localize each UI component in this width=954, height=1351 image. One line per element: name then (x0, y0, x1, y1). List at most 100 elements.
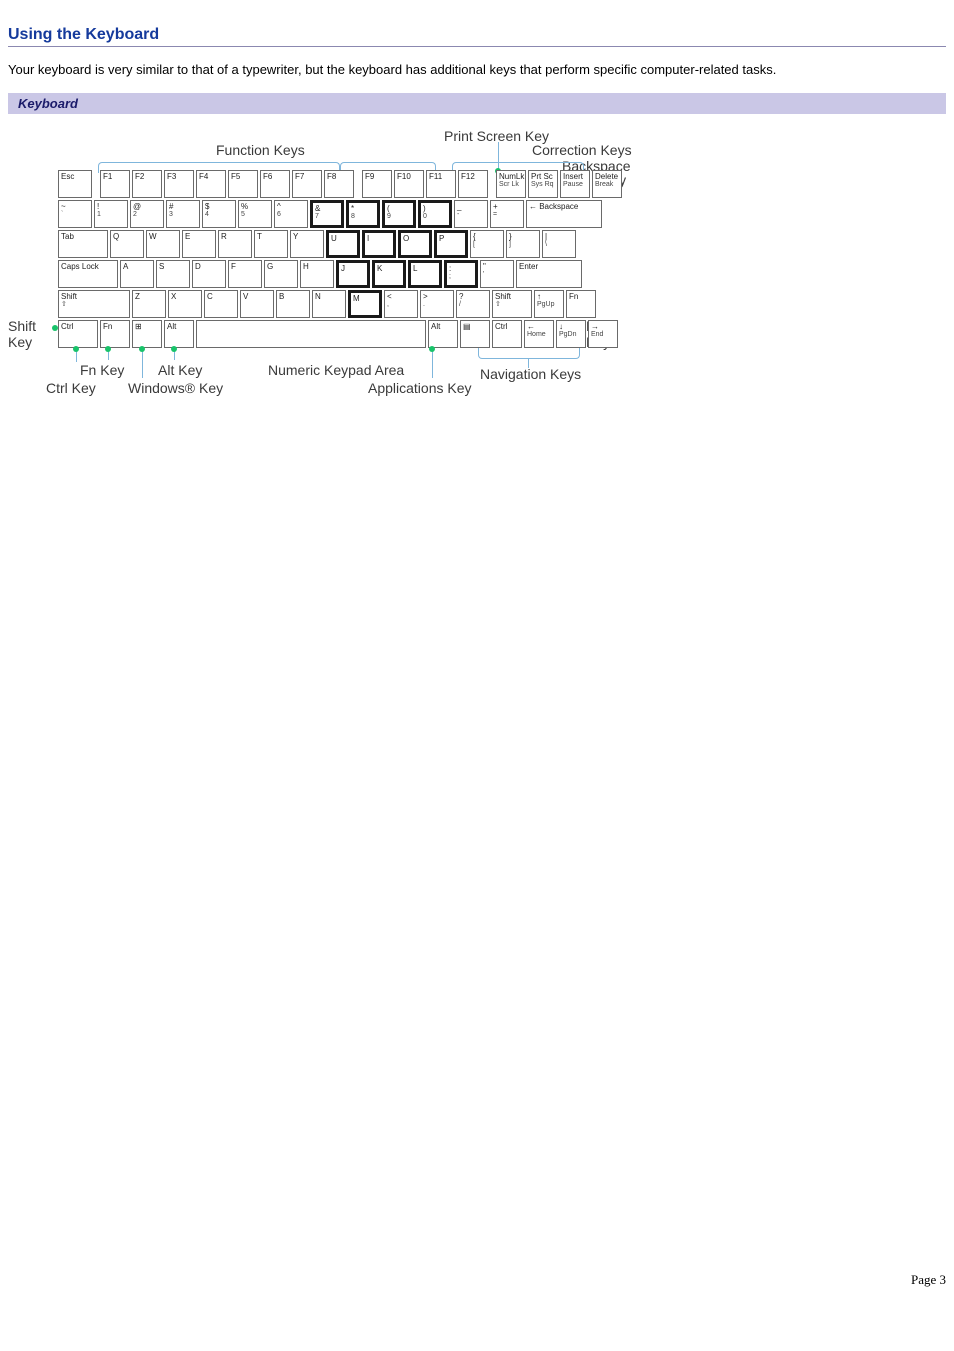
key-quote: "' (480, 260, 514, 288)
key-e: E (182, 230, 216, 258)
key-a: A (120, 260, 154, 288)
key-row-3: Caps Lock A S D F G H J K L :; "' Enter (58, 260, 668, 288)
key-fn-l: Fn (100, 320, 130, 348)
label-navigation-keys: Navigation Keys (480, 366, 581, 382)
key-b: B (276, 290, 310, 318)
key-k: K (372, 260, 406, 288)
applications-icon: ▤ (463, 323, 471, 331)
key-f3: F3 (164, 170, 194, 198)
key-shift-l: Shift⇧ (58, 290, 130, 318)
line-win (142, 348, 143, 378)
key-up: ↑PgUp (534, 290, 564, 318)
page-title: Using the Keyboard (8, 26, 946, 44)
key-f1: F1 (100, 170, 130, 198)
key-minus: _- (454, 200, 488, 228)
key-6: ^6 (274, 200, 308, 228)
key-shift-r: Shift⇧ (492, 290, 532, 318)
label-shift: Shift (8, 318, 36, 334)
label-correction-keys: Correction Keys (532, 142, 632, 158)
key-space (196, 320, 426, 348)
key-j: J (336, 260, 370, 288)
key-row-1: ~` !1 @2 #3 $4 %5 ^6 &7 *8 (9 )0 _- += ←… (58, 200, 668, 228)
key-d: D (192, 260, 226, 288)
key-8: *8 (346, 200, 380, 228)
key-f8: F8 (324, 170, 354, 198)
title-rule (8, 46, 946, 47)
keyboard-diagram: Function Keys Print Screen Key Correctio… (8, 128, 668, 412)
key-bracket-l: {[ (470, 230, 504, 258)
key-right: →End (588, 320, 618, 348)
dot-fn (105, 346, 111, 352)
page-number: Page 3 (8, 1272, 946, 1288)
key-o: O (398, 230, 432, 258)
key-u: U (326, 230, 360, 258)
line-apps (432, 348, 433, 378)
bottom-labels: Fn Key Alt Key Ctrl Key Windows® Key Num… (8, 352, 668, 412)
key-x: X (168, 290, 202, 318)
key-q: Q (110, 230, 144, 258)
key-tab: Tab (58, 230, 108, 258)
key-alt-l: Alt (164, 320, 194, 348)
dot-apps (429, 346, 435, 352)
label-shift-key-word: Key (8, 334, 32, 350)
key-row-4: Shift⇧ Z X C V B N M <, >. ?/ Shift⇧ ↑Pg… (58, 290, 668, 318)
key-2: @2 (130, 200, 164, 228)
key-bracket-r: }] (506, 230, 540, 258)
key-1: !1 (94, 200, 128, 228)
key-prtsc: Prt ScSys Rq (528, 170, 558, 198)
key-5: %5 (238, 200, 272, 228)
label-alt-key: Alt Key (158, 362, 202, 378)
key-9: (9 (382, 200, 416, 228)
dot-alt (171, 346, 177, 352)
label-numeric-keypad: Numeric Keypad Area (268, 362, 404, 378)
label-function-keys: Function Keys (216, 142, 305, 158)
key-numlk: NumLkScr Lk (496, 170, 526, 198)
key-m: M (348, 290, 382, 318)
key-w: W (146, 230, 180, 258)
key-s: S (156, 260, 190, 288)
section-heading: Keyboard (8, 93, 946, 114)
key-f4: F4 (196, 170, 226, 198)
key-g: G (264, 260, 298, 288)
key-capslock: Caps Lock (58, 260, 118, 288)
key-f11: F11 (426, 170, 456, 198)
top-labels: Function Keys Print Screen Key Correctio… (8, 128, 668, 170)
key-f9: F9 (362, 170, 392, 198)
key-i: I (362, 230, 396, 258)
label-applications-key: Applications Key (368, 380, 472, 396)
key-period: >. (420, 290, 454, 318)
key-delete: DeleteBreak (592, 170, 622, 198)
key-y: Y (290, 230, 324, 258)
key-f10: F10 (394, 170, 424, 198)
key-ctrl-r: Ctrl (492, 320, 522, 348)
label-shift-key: Shift Key (8, 318, 36, 350)
key-3: #3 (166, 200, 200, 228)
key-r: R (218, 230, 252, 258)
label-fn-key: Fn Key (80, 362, 124, 378)
key-backtick: ~` (58, 200, 92, 228)
key-fn-r: Fn (566, 290, 596, 318)
key-row-0: Esc F1 F2 F3 F4 F5 F6 F7 F8 F9 F10 F11 F… (58, 170, 668, 198)
key-equals: += (490, 200, 524, 228)
key-comma: <, (384, 290, 418, 318)
key-p: P (434, 230, 468, 258)
label-ctrl-key: Ctrl Key (46, 380, 96, 396)
key-f6: F6 (260, 170, 290, 198)
key-4: $4 (202, 200, 236, 228)
key-v: V (240, 290, 274, 318)
key-insert: InsertPause (560, 170, 590, 198)
key-0: )0 (418, 200, 452, 228)
key-left: ←Home (524, 320, 554, 348)
key-down: ↓PgDn (556, 320, 586, 348)
key-ctrl-l: Ctrl (58, 320, 98, 348)
key-z: Z (132, 290, 166, 318)
dot-win (139, 346, 145, 352)
key-h: H (300, 260, 334, 288)
bracket-nav (478, 348, 580, 359)
key-n: N (312, 290, 346, 318)
intro-text: Your keyboard is very similar to that of… (8, 61, 946, 79)
key-row-5: Ctrl Fn ⊞ Alt Alt ▤ Ctrl ←Home ↓PgDn →En… (58, 320, 668, 348)
key-slash: ?/ (456, 290, 490, 318)
key-alt-r: Alt (428, 320, 458, 348)
key-esc: Esc (58, 170, 92, 198)
